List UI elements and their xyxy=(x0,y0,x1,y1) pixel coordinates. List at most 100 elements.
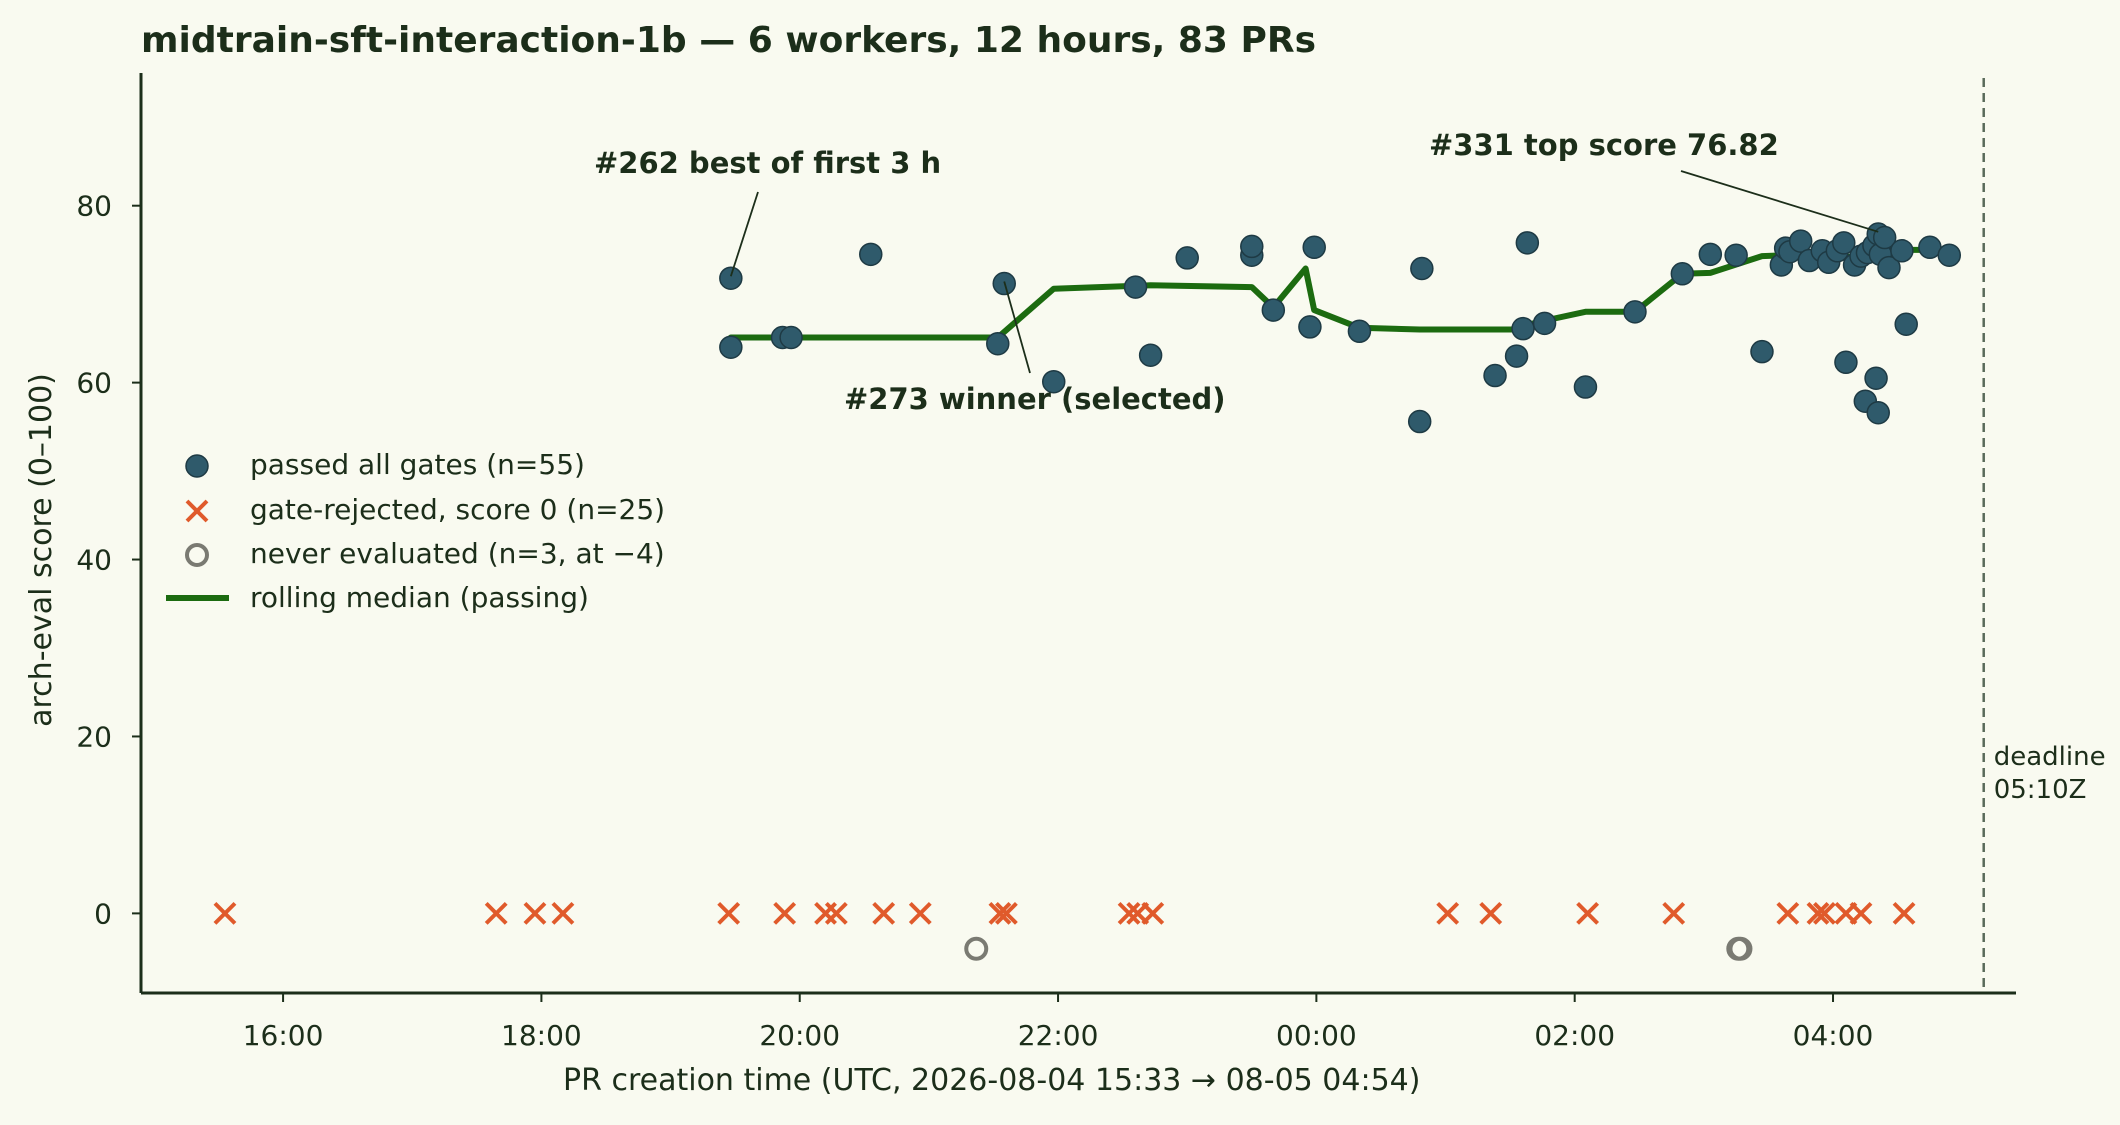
passed-point xyxy=(1504,344,1529,368)
y-tick-label: 20 xyxy=(76,720,112,753)
legend-marker-rejected-stroke-2 xyxy=(185,499,209,523)
rejected-point xyxy=(1806,901,1830,925)
passed-point xyxy=(1724,243,1748,267)
rejected-point xyxy=(1117,901,1141,925)
rejected-point xyxy=(1776,901,1800,925)
rejected-point xyxy=(988,901,1012,925)
passed-point xyxy=(1532,311,1557,336)
passed-point xyxy=(1515,231,1540,255)
chart-title: midtrain-sft-interaction-1b — 6 workers,… xyxy=(141,20,1316,61)
rejected-point xyxy=(908,901,932,925)
passed-point xyxy=(1866,400,1890,425)
rejected-point xyxy=(872,901,896,925)
passed-point xyxy=(1410,256,1434,281)
rejected-point-stroke xyxy=(1479,901,1503,925)
never-evaluated-point xyxy=(964,936,989,961)
rolling-median-line xyxy=(727,246,1953,341)
x-tick-label: 20:00 xyxy=(759,1019,840,1052)
annotation-leader xyxy=(1003,281,1031,374)
passed-point xyxy=(1298,315,1322,339)
rolling-median-series xyxy=(727,246,1953,341)
passed-point xyxy=(1834,350,1858,375)
rejected-point-stroke xyxy=(484,901,508,925)
passed-point xyxy=(719,266,743,290)
rejected-point-stroke xyxy=(1776,901,1800,925)
rejected-point-stroke xyxy=(908,901,932,925)
x-tick-labels: 16:00 18:00 20:00 22:00 00:00 02:00 04:00 xyxy=(243,993,1873,1052)
rejected-point-stroke xyxy=(1812,901,1836,925)
rejected-point xyxy=(1479,901,1503,925)
rejected-point-stroke xyxy=(988,901,1012,925)
legend-label-median: rolling median (passing) xyxy=(250,581,589,614)
passed-point xyxy=(1623,300,1647,324)
passed-point xyxy=(1240,234,1264,259)
passed-point xyxy=(1864,366,1888,390)
annotations: #262 best of first 3 h #273 winner (selec… xyxy=(594,128,1879,416)
rejected-point-stroke xyxy=(1117,901,1141,925)
passed-point xyxy=(779,325,803,350)
y-tick-label: 40 xyxy=(76,544,112,577)
rejected-point-stroke xyxy=(1662,901,1686,925)
never-evaluated-point xyxy=(1728,936,1753,961)
deadline-label-line1: deadline xyxy=(1994,742,2106,772)
legend-marker-passed xyxy=(185,454,209,478)
passed-point xyxy=(1573,375,1598,399)
rejected-point xyxy=(994,901,1018,925)
rejected-point xyxy=(1812,901,1836,925)
passed-point xyxy=(1890,239,1914,263)
passed-point xyxy=(1894,312,1918,336)
rejected-point xyxy=(814,901,837,925)
rejected-point-stroke xyxy=(773,901,797,925)
rejected-point xyxy=(213,901,237,925)
passed-point xyxy=(1877,255,1901,280)
axes xyxy=(139,73,2016,995)
passed-point xyxy=(1872,225,1897,250)
annotation-text: #331 top score 76.82 xyxy=(1429,128,1779,162)
passed-point xyxy=(1261,298,1286,322)
legend-label-passed: passed all gates (n=55) xyxy=(250,448,585,481)
passed-point xyxy=(1483,363,1507,388)
legend-marker-never xyxy=(185,543,209,567)
rejected-point xyxy=(523,901,547,925)
rejected-point xyxy=(773,901,797,925)
rejected-point xyxy=(1141,901,1165,925)
passed-point xyxy=(1347,319,1372,344)
rejected-point xyxy=(1436,901,1460,925)
x-tick-label: 18:00 xyxy=(501,1019,582,1052)
legend: passed all gates (n=55) gate-rejected, s… xyxy=(166,448,665,614)
legend-label-never: never evaluated (n=3, at −4) xyxy=(250,537,665,570)
x-tick-label: 00:00 xyxy=(1276,1019,1357,1052)
y-axis-label: arch-eval score (0–100) xyxy=(24,373,59,727)
passed-series xyxy=(719,222,1962,434)
rejected-series xyxy=(213,901,1916,925)
rejected-point xyxy=(484,901,508,925)
legend-marker-rejected xyxy=(185,499,209,523)
passed-point xyxy=(1750,339,1774,364)
passed-point xyxy=(1670,262,1695,286)
x-tick-label: 02:00 xyxy=(1534,1019,1615,1052)
annotation-leader xyxy=(729,191,759,277)
passed-point xyxy=(859,242,883,267)
rejected-point-stroke xyxy=(717,901,741,925)
x-tick-label: 16:00 xyxy=(243,1019,324,1052)
passed-point xyxy=(1788,229,1813,253)
passed-point xyxy=(986,331,1010,356)
rejected-point-stroke xyxy=(1849,901,1873,925)
passed-point xyxy=(1138,343,1163,367)
passed-point xyxy=(1511,316,1535,341)
rejected-point xyxy=(1576,901,1600,925)
rejected-point-stroke xyxy=(1141,901,1165,925)
y-tick-label: 80 xyxy=(76,190,112,223)
never-evaluated-series xyxy=(964,936,1753,961)
rejected-point xyxy=(551,901,575,925)
passed-point xyxy=(1175,246,1199,270)
rejected-point xyxy=(1892,901,1916,925)
passed-point xyxy=(1041,369,1066,394)
deadline-label-line2: 05:10Z xyxy=(1994,775,2087,805)
rejected-point xyxy=(1662,901,1686,925)
annotation-leader xyxy=(1680,170,1879,233)
rejected-point xyxy=(1849,901,1873,925)
x-tick-label: 22:00 xyxy=(1018,1019,1099,1052)
